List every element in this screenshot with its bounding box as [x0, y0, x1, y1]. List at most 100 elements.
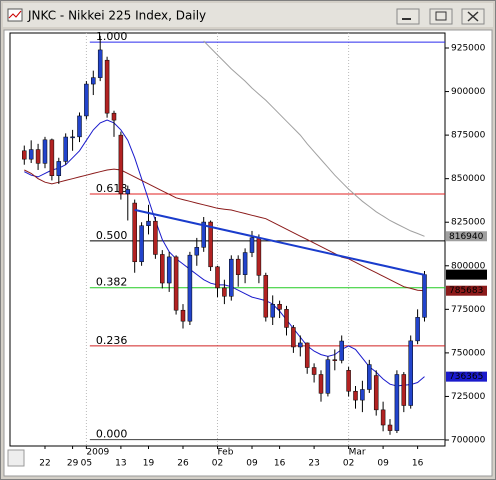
y-tick-label: 725000	[451, 392, 486, 402]
x-tick-label: 23	[308, 459, 319, 469]
minimize-button[interactable]	[396, 8, 420, 25]
candle-body	[235, 258, 241, 275]
candle-body	[111, 112, 117, 121]
candle-body	[263, 275, 269, 318]
candle-body	[35, 149, 41, 164]
candle-body	[160, 254, 165, 284]
candle-body	[298, 342, 303, 348]
candle-body	[91, 77, 96, 85]
value-tag-box	[446, 269, 487, 280]
candle-body	[291, 327, 296, 348]
y-tick-label: 925000	[451, 44, 486, 54]
candle-body	[49, 139, 55, 176]
candle-body	[153, 220, 158, 255]
candle-body	[42, 139, 48, 164]
x-tick-label: 02	[343, 459, 354, 469]
candle-body	[125, 189, 131, 195]
x-tick-label: 16	[412, 459, 424, 469]
maximize-button[interactable]	[429, 8, 453, 25]
x-tick-label: 09	[246, 459, 258, 469]
candle-body	[367, 364, 372, 390]
value-tag-box	[446, 231, 487, 242]
candle-body	[118, 134, 124, 195]
y-tick-label: 900000	[451, 87, 486, 97]
candle-body	[346, 370, 351, 392]
candle-body	[408, 340, 413, 406]
candle-body	[201, 221, 206, 248]
candle-body	[415, 317, 420, 342]
maximize-glyph	[435, 11, 447, 21]
y-tick-label: 750000	[451, 348, 486, 358]
candle-body	[270, 304, 275, 318]
fib-level-label: 0.500	[96, 229, 128, 242]
y-tick-label: 700000	[451, 435, 486, 445]
candle-body	[222, 287, 227, 297]
candle-body	[249, 237, 255, 253]
y-tick-label: 775000	[451, 305, 486, 315]
candle-body	[180, 309, 186, 322]
candle-body	[104, 59, 110, 114]
candle-body	[318, 374, 324, 394]
value-tag-box	[446, 371, 487, 382]
x-tick-label: 05	[81, 459, 92, 469]
window-buttons	[396, 8, 485, 25]
value-tag: 816940	[449, 232, 484, 242]
y-tick-label: 800000	[451, 261, 486, 271]
candle-body	[339, 340, 344, 361]
candle-body	[373, 375, 379, 411]
x-tick-label: 19	[143, 459, 155, 469]
x-tick-label: 22	[39, 459, 50, 469]
value-tag-box	[446, 285, 487, 296]
x-tick-label: 26	[177, 459, 189, 469]
candle-body	[187, 254, 193, 322]
candle-body	[139, 225, 144, 263]
candle-body	[63, 136, 68, 162]
x-tick-label: 09	[377, 459, 389, 469]
candle-body	[173, 256, 179, 311]
fib-level-label: 0.000	[96, 428, 128, 441]
value-tag: 736365	[449, 372, 483, 382]
candle-body	[242, 252, 248, 275]
candle-body	[194, 247, 200, 256]
moving-average	[203, 40, 425, 237]
candle-body	[304, 342, 310, 368]
candle-body	[208, 221, 213, 268]
trendline	[134, 208, 425, 276]
y-tick-label: 875000	[451, 131, 486, 141]
candle-body	[284, 309, 289, 328]
candle-body	[332, 359, 338, 361]
candle-body	[97, 49, 103, 78]
close-glyph	[467, 11, 479, 22]
candle-body	[380, 409, 386, 426]
fib-level-label: 0.382	[96, 276, 128, 289]
x-tick-label: 02	[212, 459, 223, 469]
month-label: 2009	[86, 448, 109, 458]
candle-body	[401, 374, 407, 406]
chart-title: JNKC - Nikkei 225 Index, Daily	[27, 9, 206, 23]
candle-body	[360, 389, 365, 401]
candle-body	[229, 258, 234, 297]
candle-body	[132, 202, 137, 263]
value-tag: 794913	[449, 270, 483, 280]
candle-body	[277, 304, 282, 310]
fib-level-label: 0.236	[96, 334, 128, 347]
candle-body	[166, 256, 172, 284]
candle-body	[422, 274, 427, 318]
candle-body	[84, 83, 89, 117]
app-icon	[7, 8, 23, 22]
candle-body	[387, 424, 393, 431]
fib-level-label: 1.000	[96, 30, 128, 43]
corner-icon	[7, 449, 25, 467]
candle-body	[28, 149, 34, 160]
candle-body	[146, 220, 151, 226]
candle-body	[77, 115, 82, 138]
candle-body	[70, 136, 75, 139]
candle-body	[394, 374, 400, 431]
x-tick-label: 16	[274, 459, 286, 469]
plot-frame	[9, 32, 446, 447]
candle-body	[353, 390, 358, 401]
candle-body	[256, 237, 262, 276]
moving-average	[24, 168, 425, 292]
